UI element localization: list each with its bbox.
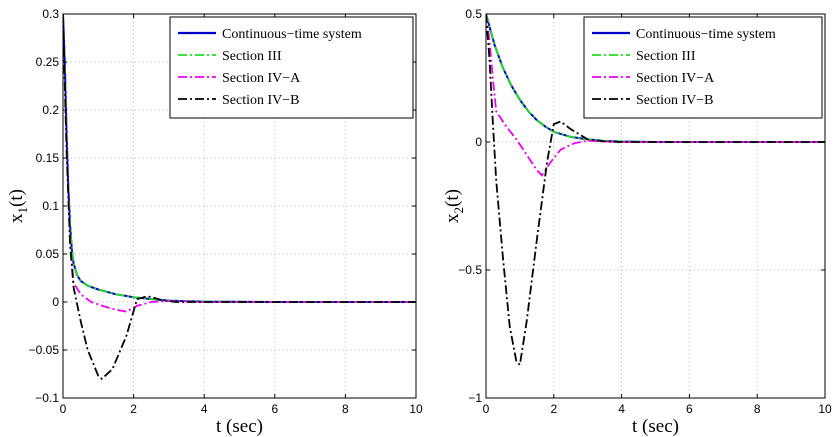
y-tick-label: 0	[475, 135, 482, 149]
legend-label-2: Section III	[636, 49, 696, 64]
axes-box	[485, 13, 826, 399]
y-tick-label: 0.1	[42, 199, 59, 213]
x-tick-label: 0	[60, 402, 67, 416]
y-tick-label: 0	[52, 295, 59, 309]
y-axis-label-tail: (t)	[442, 189, 463, 207]
chart-x1: 0 2 4 6 8 10 −0.1 −0.05 0 0.05 0.1 0.15 0.2 0.25 0.3 t …	[6, 7, 423, 437]
series-line-4	[486, 14, 825, 367]
x-tick-label: 8	[754, 402, 761, 416]
x-tick-label: 8	[342, 402, 349, 416]
legend-label-3: Section IV−A	[222, 71, 301, 86]
x-tick-label: 10	[818, 402, 832, 416]
legend-label-1: Continuous−time system	[636, 27, 776, 42]
chart-x2: 0 2 4 6 8 10−1−0.500.5t (sec)x2(t)Continuous−…	[442, 7, 832, 437]
x-tick-label: 2	[130, 402, 137, 416]
y-tick-label: 0.15	[36, 151, 60, 165]
y-tick-label: 0.5	[465, 7, 482, 21]
x-axis-label: t (sec)	[632, 416, 679, 437]
y-axis-label: x2(t)	[442, 189, 466, 223]
x-tick-label: 4	[201, 402, 208, 416]
y-tick-label: −0.05	[29, 343, 60, 357]
x-axis-label: t (sec)	[216, 416, 263, 437]
y-axis-label-sub: 1	[15, 207, 30, 214]
x-tick-label: 6	[271, 402, 278, 416]
legend-label-4: Section IV−B	[636, 93, 714, 108]
y-axis-label-tail: (t)	[6, 189, 27, 207]
y-tick-label: 0.2	[42, 103, 59, 117]
y-axis-label: x1(t)	[6, 189, 30, 223]
legend-label-2: Section III	[222, 49, 282, 64]
series-line-4	[63, 14, 416, 380]
y-axis-label-var: x	[442, 213, 463, 223]
x-tick-label: 0	[483, 402, 490, 416]
y-tick-label: −0.5	[458, 263, 482, 277]
y-tick-label: 0.05	[36, 247, 60, 261]
series-line-2	[486, 14, 825, 143]
y-tick-label: −1	[468, 391, 482, 405]
x-tick-label: 6	[686, 402, 693, 416]
x-tick-label: 4	[618, 402, 625, 416]
y-tick-label: 0.25	[36, 55, 60, 69]
legend-label-4: Section IV−B	[222, 93, 300, 108]
series-line-3	[486, 14, 825, 177]
y-tick-label: 0.3	[42, 7, 59, 21]
legend-label-3: Section IV−A	[636, 71, 715, 86]
legend-label-1: Continuous−time system	[222, 27, 362, 42]
series-line-2	[63, 14, 416, 303]
y-axis-label-sub: 2	[451, 207, 466, 214]
y-axis-label-var: x	[6, 213, 27, 223]
y-tick-label: −0.1	[35, 391, 59, 405]
x-tick-label: 2	[550, 402, 557, 416]
x-tick-label: 10	[409, 402, 423, 416]
